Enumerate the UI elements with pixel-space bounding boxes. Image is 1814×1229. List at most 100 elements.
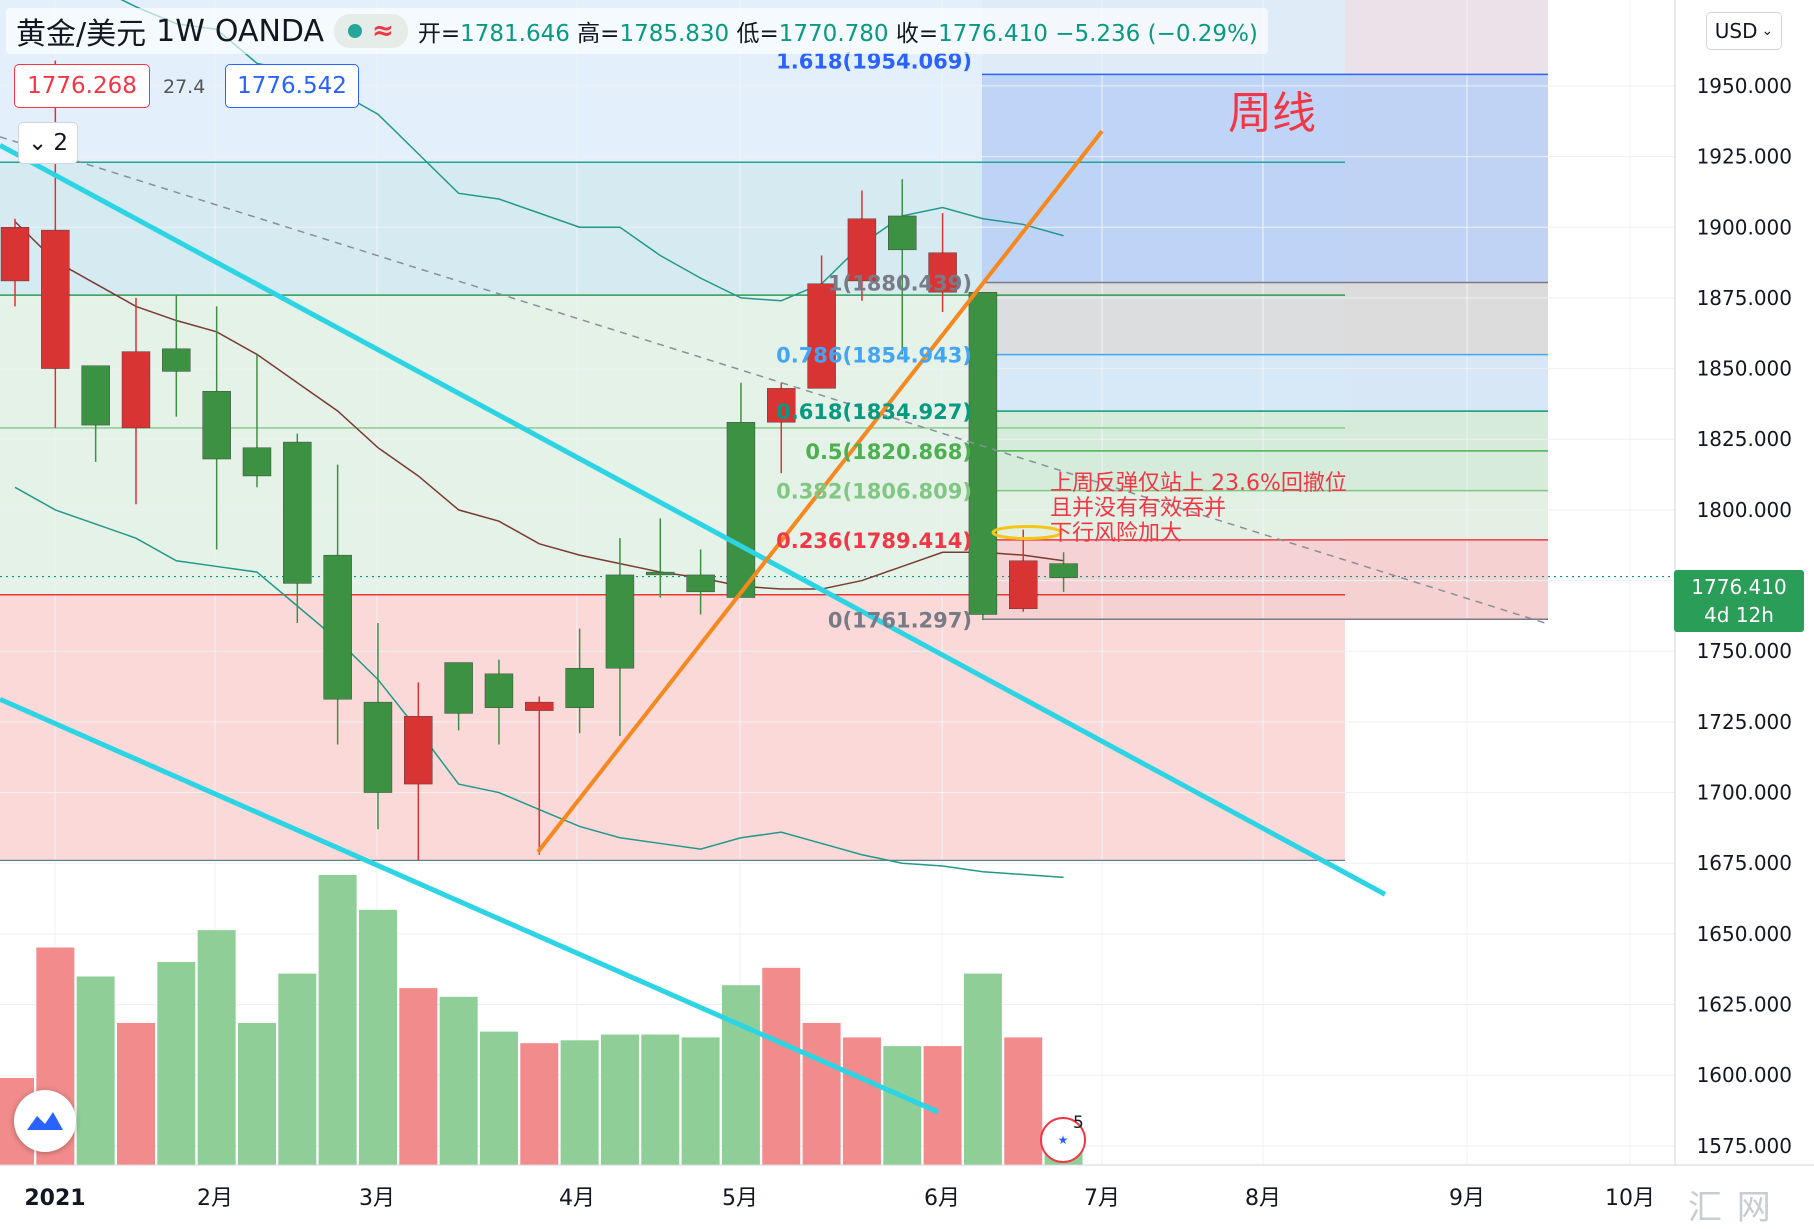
interval-label[interactable]: 1W (156, 13, 205, 49)
volume-bar (600, 1034, 639, 1165)
y-tick-label: 1625.000 (1697, 993, 1792, 1017)
volume-bar (278, 973, 317, 1165)
currency-select[interactable]: USD ⌄ (1706, 12, 1782, 50)
market-open-icon (348, 24, 363, 38)
y-tick-label: 1575.000 (1697, 1134, 1792, 1158)
y-tick-label: 1850.000 (1697, 357, 1792, 381)
volume-bar (237, 1022, 276, 1165)
fib-zone-236 (982, 539, 1548, 620)
candle-body (121, 351, 151, 429)
candle-body (726, 422, 756, 598)
market-status[interactable]: ≈ (334, 14, 408, 48)
candle (726, 382, 756, 598)
candle (767, 382, 796, 474)
volume-bar (358, 909, 397, 1165)
fib-label: 0.5(1820.868) (805, 440, 972, 464)
legend-header: 黄金/美元 1W OANDA ≈ 开=1781.646 高=1785.830 低… (6, 8, 1268, 54)
candle (646, 518, 675, 598)
high-value: 1785.830 (619, 21, 730, 47)
volume-bar (641, 1034, 680, 1165)
broker-label: OANDA (214, 13, 325, 49)
candle-body (767, 388, 796, 423)
annotation-note-1: 上周反弹仅站上 23.6%回撤位 (1050, 471, 1347, 496)
candle (202, 306, 231, 550)
zone-red (0, 594, 1345, 861)
volume-bar (923, 1046, 962, 1165)
candle-body (1009, 560, 1038, 610)
indicator-count: 2 (53, 130, 68, 156)
candle-body (847, 218, 877, 282)
fib-label: 1(1880.439) (828, 272, 972, 296)
candle (605, 538, 635, 737)
fib-zone-1618 (982, 74, 1548, 283)
volume-bar (479, 1031, 518, 1165)
candle-body (1049, 563, 1078, 578)
x-tick-label: 7月 (1084, 1186, 1120, 1211)
close-value: 1776.410 (938, 21, 1048, 47)
fib-label: 0.618(1834.927) (776, 400, 972, 424)
candle (242, 354, 272, 488)
volume-bar (116, 1022, 155, 1165)
trendline-lower-cyan (0, 696, 940, 1115)
volume-bar (842, 1037, 881, 1165)
annotation-note-2: 且并没有有效吞并 (1050, 496, 1226, 521)
candle-body (444, 662, 473, 714)
volume-bar (1004, 1037, 1043, 1165)
candle (847, 190, 877, 301)
volume-bar (762, 967, 801, 1165)
candle-body (202, 390, 231, 460)
candle (484, 659, 514, 745)
candle (1009, 529, 1038, 612)
candle (968, 292, 998, 621)
open-value: 1781.646 (460, 21, 570, 47)
x-tick-label: 2021 (24, 1186, 85, 1211)
candle-body (242, 447, 272, 477)
volume-bar (883, 1046, 922, 1165)
x-tick-label: 2月 (197, 1186, 233, 1211)
y-tick-label: 1675.000 (1697, 851, 1792, 875)
indicators-toggle-button[interactable]: ⌄ 2 (18, 122, 78, 164)
x-tick-label: 8月 (1245, 1186, 1281, 1211)
trendline-orange (536, 129, 1104, 854)
volume-bar (76, 976, 115, 1165)
candle (162, 295, 191, 417)
highlight-ellipse (991, 525, 1063, 541)
candle (565, 628, 594, 734)
volume-bar (560, 1040, 599, 1165)
x-tick-label: 5月 (722, 1186, 758, 1211)
candle (444, 662, 473, 731)
y-tick-label: 1800.000 (1697, 498, 1792, 522)
candle-body (928, 252, 957, 293)
fib-label: 0.382(1806.809) (776, 480, 972, 504)
candle-body (968, 292, 998, 615)
y-tick-label: 1900.000 (1697, 215, 1792, 239)
candle-body (41, 229, 70, 369)
volume-bar (681, 1037, 720, 1165)
volume-bar (439, 996, 478, 1165)
fib-label: 0(1761.297) (828, 608, 972, 632)
volume-bar (318, 875, 357, 1165)
candle-body (888, 215, 917, 251)
candle-body (686, 574, 715, 593)
current-price: 1776.410 (1691, 575, 1786, 599)
buy-price-button[interactable]: 1776.542 (225, 64, 359, 108)
economic-event-icon[interactable]: ★ (1040, 1117, 1086, 1163)
volume-bar (197, 930, 236, 1165)
change-value: −5.236 (−0.29%) (1055, 21, 1258, 47)
fib-zone-1 (982, 282, 1548, 355)
tradingview-logo[interactable] (14, 1090, 76, 1152)
candle (404, 682, 433, 861)
sell-price-button[interactable]: 1776.268 (14, 64, 150, 108)
fib-zone-382 (982, 490, 1548, 540)
candle (283, 433, 312, 623)
wave-icon: ≈ (372, 16, 394, 46)
open-label: 开= (417, 21, 461, 47)
candle (0, 218, 30, 307)
candle-body (363, 701, 393, 793)
x-tick-label: 4月 (559, 1186, 595, 1211)
volume-bar (157, 962, 196, 1165)
trendline-upper-cyan (0, 143, 1387, 897)
symbol-name[interactable]: 黄金/美元 (16, 17, 147, 52)
low-label: 低= (736, 21, 779, 47)
